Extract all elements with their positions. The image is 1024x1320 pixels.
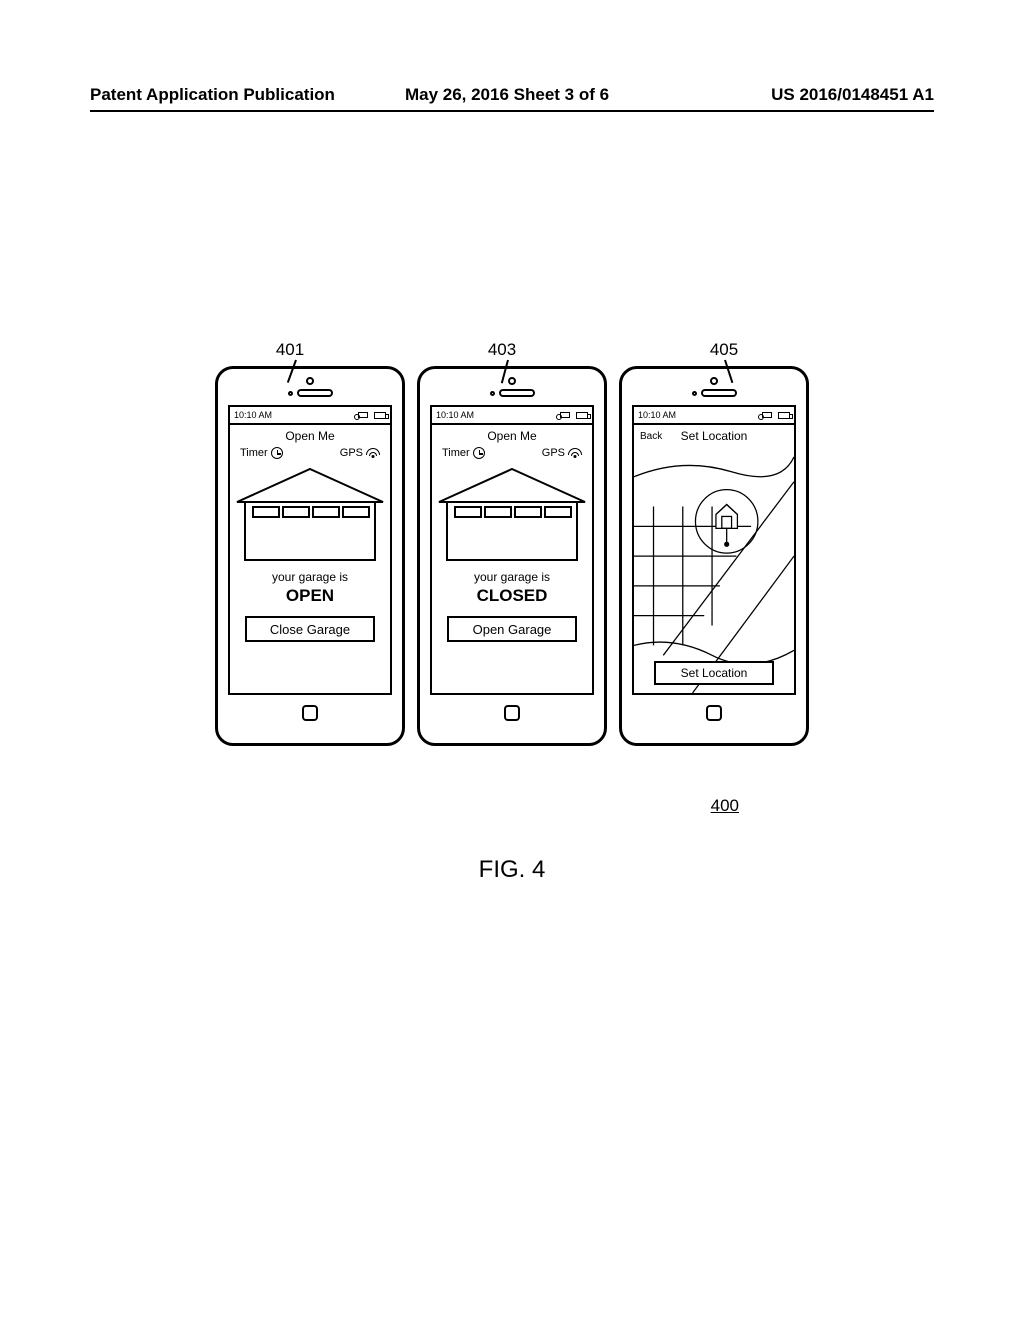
gps-label: GPS [542,447,565,459]
battery-icon [576,412,588,419]
phone-col-2: 403 10:10 AM Op [417,340,607,746]
garage-area: your garage is CLOSED Open Garage [432,463,592,693]
speaker-slot-icon [297,389,333,397]
back-button[interactable]: Back [640,431,662,442]
gps-control[interactable]: GPS [340,447,380,459]
header-pubnum: US 2016/0148451 A1 [771,85,934,105]
status-icons [560,412,588,419]
sensor-dot-icon [288,391,293,396]
timer-control[interactable]: Timer [442,447,485,459]
iconbar: Timer GPS [432,447,592,463]
garage-area: your garage is OPEN Close Garage [230,463,390,693]
clock-icon [271,447,283,459]
battery-icon [778,412,790,419]
open-garage-button[interactable]: Open Garage [447,616,577,642]
phone-3: 10:10 AM Back Set Location [619,366,809,746]
phone-col-1: 401 10:10 AM Op [215,340,405,746]
camera-status-icon [560,412,570,418]
home-button-icon[interactable] [706,705,722,721]
callout-401: 401 [276,340,304,360]
figure-caption: FIG. 4 [165,856,859,884]
phone-1: 10:10 AM Open Me Timer [215,366,405,746]
title-text: Open Me [487,429,536,443]
screen-2: 10:10 AM Open Me Timer [430,405,594,695]
status-icons [762,412,790,419]
phone-2: 10:10 AM Open Me Timer [417,366,607,746]
status-word: OPEN [286,586,334,606]
screen-1: 10:10 AM Open Me Timer [228,405,392,695]
header-rule [90,110,934,112]
app-title: Back Set Location [634,425,794,447]
statusbar: 10:10 AM [230,407,390,425]
camera-status-icon [762,412,772,418]
page-header: Patent Application Publication May 26, 2… [0,85,1024,113]
wifi-icon [366,448,380,458]
header-date-sheet: May 26, 2016 Sheet 3 of 6 [335,85,771,105]
timer-control[interactable]: Timer [240,447,283,459]
phones-row: 401 10:10 AM Op [165,340,859,746]
timer-label: Timer [240,447,268,459]
button-label: Close Garage [270,622,350,637]
set-location-button[interactable]: Set Location [654,661,774,685]
gps-control[interactable]: GPS [542,447,582,459]
garage-open-icon [235,467,385,562]
map-icon [634,447,794,693]
wifi-icon [568,448,582,458]
status-text: your garage is [474,570,550,584]
screen-3: 10:10 AM Back Set Location [632,405,796,695]
statusbar: 10:10 AM [432,407,592,425]
callout-405: 405 [710,340,738,360]
home-button-icon[interactable] [302,705,318,721]
speaker-row [288,389,333,397]
battery-icon [374,412,386,419]
callout-403: 403 [488,340,516,360]
title-text: Open Me [285,429,334,443]
speaker-row [692,389,737,397]
camera-icon [508,377,516,385]
camera-icon [306,377,314,385]
app-title: Open Me [432,425,592,447]
speaker-slot-icon [701,389,737,397]
figure-ref-number: 400 [165,796,859,816]
status-time: 10:10 AM [638,410,676,420]
iconbar: Timer GPS [230,447,390,463]
sensor-dot-icon [490,391,495,396]
speaker-slot-icon [499,389,535,397]
status-word: CLOSED [477,586,548,606]
clock-icon [473,447,485,459]
speaker-row [490,389,535,397]
timer-label: Timer [442,447,470,459]
title-text: Set Location [681,429,748,443]
status-time: 10:10 AM [436,410,474,420]
home-button-icon[interactable] [504,705,520,721]
figure-stage: 401 10:10 AM Op [165,340,859,884]
camera-icon [710,377,718,385]
button-label: Open Garage [473,622,552,637]
map-area[interactable]: Set Location [634,447,794,693]
status-time: 10:10 AM [234,410,272,420]
header-publication: Patent Application Publication [90,85,335,105]
statusbar: 10:10 AM [634,407,794,425]
status-icons [358,412,386,419]
status-text: your garage is [272,570,348,584]
close-garage-button[interactable]: Close Garage [245,616,375,642]
phone-col-3: 405 10:10 AM Ba [619,340,809,746]
gps-label: GPS [340,447,363,459]
app-title: Open Me [230,425,390,447]
camera-status-icon [358,412,368,418]
sensor-dot-icon [692,391,697,396]
button-label: Set Location [681,666,748,680]
garage-closed-icon [437,467,587,562]
